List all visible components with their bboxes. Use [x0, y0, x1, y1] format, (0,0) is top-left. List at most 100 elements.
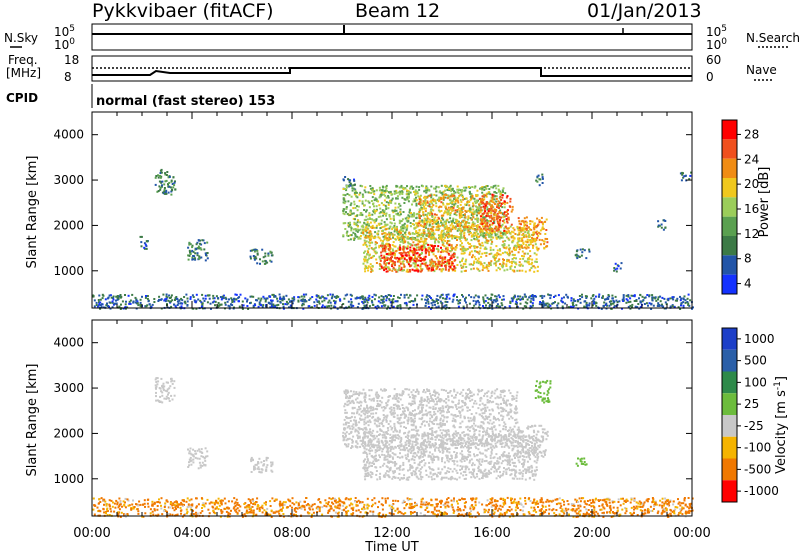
- power-cell: [460, 233, 462, 236]
- power-cell: [92, 295, 95, 298]
- power-cell: [540, 216, 543, 219]
- power-cell: [532, 238, 535, 241]
- power-cell: [350, 304, 353, 307]
- power-cell: [437, 206, 440, 209]
- power-cell: [526, 298, 529, 301]
- power-cell: [481, 244, 484, 247]
- power-cell: [395, 209, 398, 212]
- power-cell: [171, 189, 174, 192]
- power-cell: [405, 301, 408, 304]
- power-cell: [533, 222, 536, 225]
- power-cell: [134, 301, 137, 304]
- power-cell: [414, 257, 417, 260]
- power-cell: [358, 199, 361, 202]
- power-cell: [475, 205, 477, 208]
- power-cell: [502, 202, 505, 205]
- power-cell: [682, 172, 684, 175]
- power-cell: [271, 254, 274, 257]
- power-cell: [402, 230, 404, 233]
- power-cell: [428, 218, 431, 221]
- power-cell: [452, 219, 454, 222]
- power-cell: [186, 304, 189, 307]
- power-cell: [451, 209, 454, 212]
- power-cell: [154, 183, 157, 186]
- power-cell: [477, 236, 479, 238]
- velocity-cell: [361, 428, 364, 431]
- power-cell: [495, 213, 498, 216]
- power-cell: [439, 256, 441, 258]
- power-cell: [495, 295, 498, 298]
- power-cell: [358, 193, 361, 196]
- power-cell: [449, 184, 452, 187]
- power-cell: [124, 307, 127, 310]
- power-cell: [451, 201, 454, 204]
- power-cell: [433, 219, 436, 222]
- power-cell: [528, 239, 531, 242]
- power-cell: [526, 231, 529, 234]
- power-cell: [488, 235, 491, 238]
- power-cell: [448, 229, 451, 232]
- velocity-cell: [439, 429, 442, 432]
- power-cell: [504, 232, 507, 234]
- power-cell: [509, 267, 512, 270]
- power-cell: [423, 217, 426, 220]
- power-cell: [412, 254, 415, 256]
- power-cell: [481, 202, 484, 205]
- power-cell: [456, 206, 459, 208]
- power-cell: [509, 205, 512, 208]
- power-cell: [416, 259, 419, 262]
- power-cell: [483, 208, 486, 211]
- power-cell: [342, 222, 345, 225]
- power-cell: [277, 303, 280, 306]
- power-cell: [602, 295, 604, 298]
- power-cell: [644, 296, 647, 299]
- power-cell: [354, 228, 357, 230]
- power-cell: [456, 296, 458, 298]
- power-cell: [431, 222, 434, 225]
- power-cell: [194, 300, 197, 303]
- power-cell: [510, 230, 513, 233]
- power-cell: [302, 293, 305, 296]
- power-cell: [530, 228, 533, 231]
- power-cell: [453, 293, 456, 296]
- power-cell: [502, 298, 505, 301]
- power-cell: [506, 268, 509, 271]
- power-cell: [522, 241, 525, 244]
- power-cell: [434, 216, 437, 219]
- power-cell: [458, 228, 461, 231]
- power-cell: [128, 302, 131, 305]
- power-cell: [406, 185, 408, 188]
- power-cell: [161, 184, 163, 187]
- power-cell: [371, 218, 374, 221]
- power-cell: [486, 225, 489, 228]
- velocity-cell: [471, 437, 474, 440]
- power-cell: [529, 300, 532, 303]
- power-cell: [313, 301, 316, 304]
- power-cell: [462, 229, 465, 232]
- power-cell: [385, 201, 388, 204]
- power-cell: [403, 225, 406, 228]
- power-cell: [421, 259, 424, 262]
- power-cell: [366, 245, 369, 248]
- power-cell: [451, 226, 454, 229]
- power-cell: [425, 191, 428, 194]
- power-cell: [279, 301, 282, 304]
- power-cell: [677, 306, 680, 309]
- power-cell: [392, 305, 395, 308]
- power-cell: [469, 199, 472, 202]
- power-cell: [522, 236, 525, 239]
- power-cell: [348, 194, 351, 197]
- power-cell: [474, 231, 477, 234]
- power-cell: [458, 237, 461, 240]
- power-cell: [462, 295, 464, 298]
- power-cell: [373, 247, 376, 250]
- velocity-cell: [205, 455, 207, 458]
- power-cell: [252, 255, 255, 257]
- power-cell: [517, 251, 520, 254]
- power-cell: [369, 187, 372, 190]
- power-cell: [385, 207, 388, 210]
- power-cell: [462, 262, 465, 265]
- velocity-cell: [363, 423, 366, 426]
- power-colorbar-tick-label: 12: [744, 227, 759, 241]
- power-cell: [191, 256, 194, 259]
